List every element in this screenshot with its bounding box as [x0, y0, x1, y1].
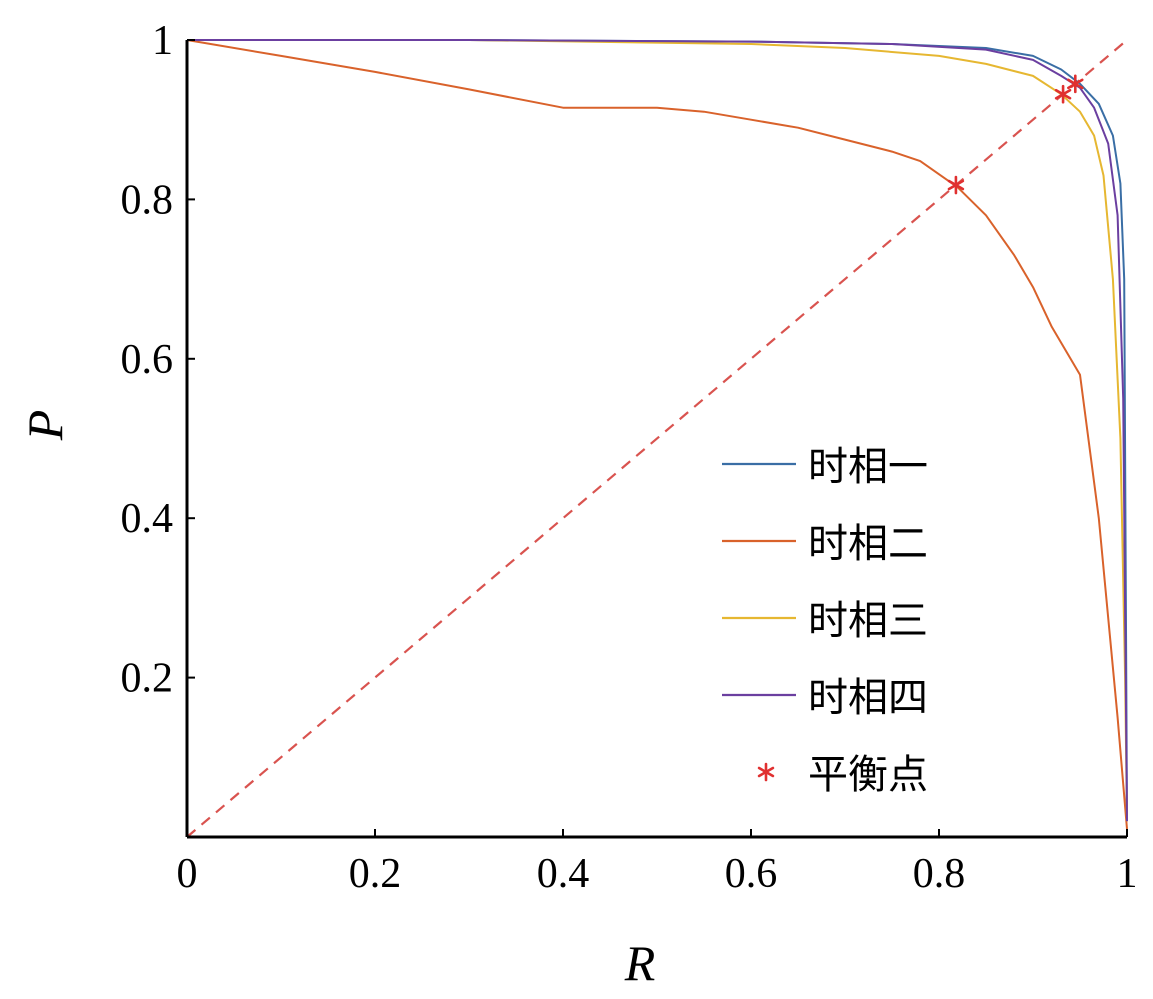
x-tick-label: 0.8	[913, 851, 966, 897]
legend-item-balance: 平衡点	[757, 752, 928, 798]
balance-point-3	[1067, 74, 1084, 94]
legend-item-3: 时相三	[722, 598, 928, 644]
series-line-3	[187, 39, 1128, 822]
y-tick-label: 0.8	[121, 177, 174, 223]
x-tick-label: 1	[1117, 851, 1138, 897]
balance-point-2	[1054, 84, 1072, 104]
series-line-4	[187, 39, 1128, 822]
x-tick-label: 0.6	[725, 851, 778, 897]
legend-item-1: 时相一	[722, 444, 928, 490]
legend-label: 时相四	[808, 675, 928, 721]
legend-label: 时相二	[808, 521, 928, 567]
legend-star-marker	[757, 762, 775, 782]
reference-diagonal-line	[186, 39, 1128, 838]
y-tick-label: 0.6	[121, 337, 174, 383]
balance-point-1	[947, 175, 965, 195]
x-tick-label: 0.4	[537, 851, 590, 897]
legend-label: 时相三	[808, 598, 928, 644]
x-tick-label: 0	[177, 851, 198, 897]
y-tick-label: 0.4	[121, 496, 174, 542]
y-axis-title: P	[17, 410, 73, 442]
legend-item-2: 时相二	[722, 521, 928, 567]
tick-labels: 0 0.2 0.4 0.6 0.8 1 0.2 0.4 0.6 0.8 1	[121, 18, 1138, 897]
y-tick-label: 1	[152, 18, 173, 64]
legend-label: 时相一	[808, 444, 928, 490]
series-line-1	[187, 39, 1128, 822]
x-axis-title: R	[624, 935, 656, 991]
legend-item-4: 时相四	[722, 675, 928, 721]
series-line-2	[186, 39, 1128, 830]
x-tick-label: 0.2	[349, 851, 402, 897]
series-layer	[186, 39, 1128, 838]
legend-label: 平衡点	[808, 752, 928, 798]
balance-points-layer	[947, 74, 1084, 195]
y-tick-label: 0.2	[121, 656, 174, 702]
axes	[185, 40, 1127, 839]
